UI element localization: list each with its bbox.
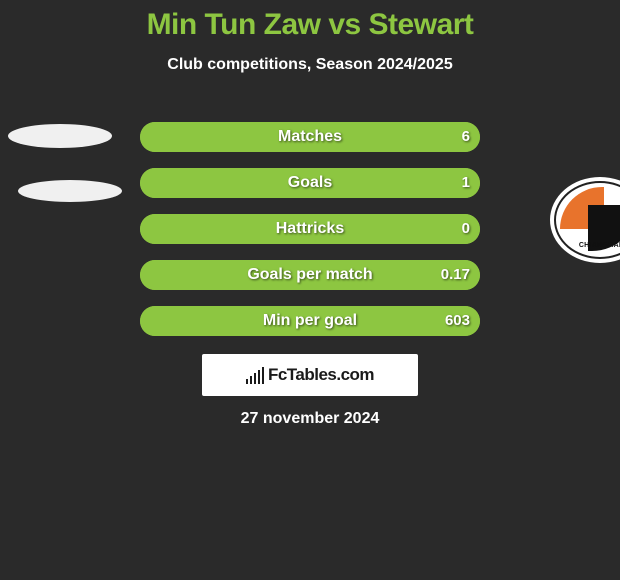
stat-value-right: 1 <box>462 168 470 198</box>
stat-row: Min per goal603 <box>140 306 480 336</box>
page-title: Min Tun Zaw vs Stewart <box>0 0 620 42</box>
site-logo[interactable]: FcTables.com <box>202 354 418 396</box>
team-badge-inner: CHIANGRAI <box>554 181 620 259</box>
stat-label: Matches <box>140 122 480 152</box>
logo-bars-icon <box>246 366 264 384</box>
stat-label: Goals <box>140 168 480 198</box>
stat-label: Goals per match <box>140 260 480 290</box>
badge-label: CHIANGRAI <box>556 242 620 249</box>
subtitle: Club competitions, Season 2024/2025 <box>0 56 620 74</box>
vs-text: vs <box>328 8 360 41</box>
stat-label: Hattricks <box>140 214 480 244</box>
stat-rows: Matches6Goals1Hattricks0Goals per match0… <box>140 122 480 352</box>
player1-name: Min Tun Zaw <box>147 8 321 41</box>
left-ellipse <box>18 180 122 202</box>
stat-value-right: 0.17 <box>441 260 470 290</box>
stat-value-right: 0 <box>462 214 470 244</box>
team-badge: CHIANGRAI <box>550 177 620 263</box>
left-ellipse <box>8 124 112 148</box>
stat-label: Min per goal <box>140 306 480 336</box>
player2-name: Stewart <box>369 8 474 41</box>
stat-row: Hattricks0 <box>140 214 480 244</box>
stat-row: Goals1 <box>140 168 480 198</box>
logo-text: FcTables.com <box>268 365 374 385</box>
stat-value-right: 603 <box>445 306 470 336</box>
date-text: 27 november 2024 <box>0 410 620 428</box>
stat-row: Matches6 <box>140 122 480 152</box>
stat-value-right: 6 <box>462 122 470 152</box>
stat-row: Goals per match0.17 <box>140 260 480 290</box>
